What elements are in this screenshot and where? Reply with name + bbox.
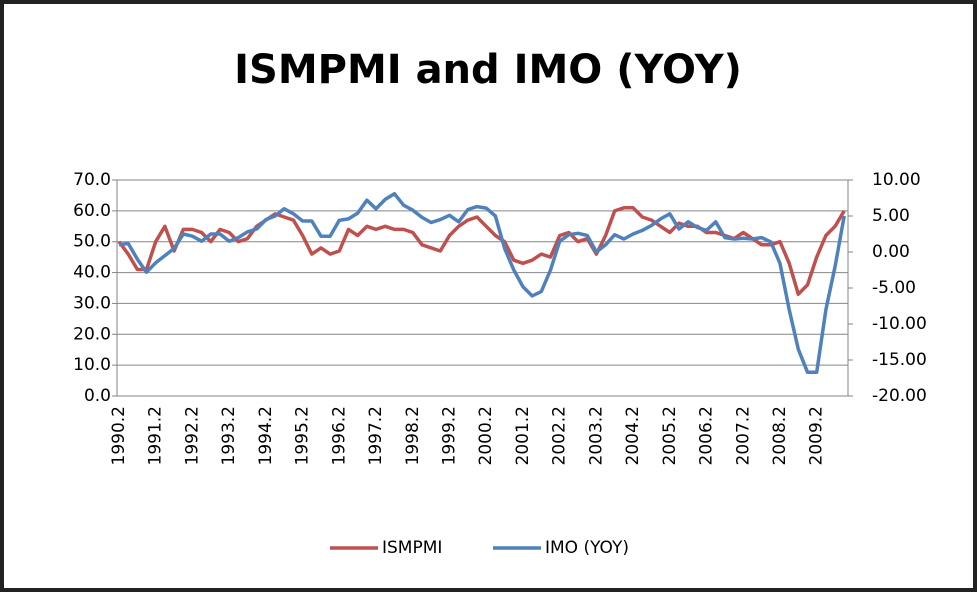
y2-tick-label: -10.00 bbox=[872, 314, 927, 334]
x-tick-label: 2009.2 bbox=[807, 406, 827, 465]
y-tick-label: 60.0 bbox=[73, 201, 111, 221]
x-tick-label: 2004.2 bbox=[623, 406, 643, 465]
y2-tick-label: -15.00 bbox=[872, 350, 927, 370]
x-tick-label: 1993.2 bbox=[219, 406, 239, 465]
x-tick-label: 2000.2 bbox=[476, 406, 496, 465]
y2-tick-label: 0.00 bbox=[872, 242, 910, 262]
y-tick-label: 0.0 bbox=[84, 386, 111, 406]
y2-tick-label: 10.00 bbox=[872, 170, 921, 190]
x-tick-label: 1991.2 bbox=[146, 406, 166, 465]
x-tick-label: 1994.2 bbox=[256, 406, 276, 465]
y-tick-label: 50.0 bbox=[73, 232, 111, 252]
x-tick-label: 1995.2 bbox=[293, 406, 313, 465]
x-tick-label: 1990.2 bbox=[109, 406, 129, 465]
y-tick-label: 70.0 bbox=[73, 170, 111, 190]
y-tick-label: 30.0 bbox=[73, 293, 111, 313]
x-tick-label: 2001.2 bbox=[513, 406, 533, 465]
chart-title: ISMPMI and IMO (YOY) bbox=[234, 47, 742, 93]
x-tick-label: 1998.2 bbox=[403, 406, 423, 465]
y-tick-label: 20.0 bbox=[73, 324, 111, 344]
x-tick-label: 2007.2 bbox=[733, 406, 753, 465]
x-tick-label: 1996.2 bbox=[329, 406, 349, 465]
y2-tick-label: -20.00 bbox=[872, 386, 927, 406]
x-tick-label: 1997.2 bbox=[366, 406, 386, 465]
y2-tick-label: 5.00 bbox=[872, 206, 910, 226]
y-tick-label: 10.0 bbox=[73, 355, 111, 375]
x-tick-label: 1992.2 bbox=[182, 406, 202, 465]
x-tick-label: 2003.2 bbox=[586, 406, 606, 465]
x-tick-label: 2008.2 bbox=[770, 406, 790, 465]
y2-tick-label: -5.00 bbox=[872, 278, 916, 298]
x-tick-label: 2006.2 bbox=[697, 406, 717, 465]
y-tick-label: 40.0 bbox=[73, 263, 111, 283]
series-line bbox=[118, 191, 846, 374]
x-tick-label: 1999.2 bbox=[439, 406, 459, 465]
legend-label: ISMPMI bbox=[382, 538, 442, 558]
x-tick-label: 2005.2 bbox=[660, 406, 680, 465]
legend-label: IMO (YOY) bbox=[545, 538, 629, 558]
x-tick-label: 2002.2 bbox=[550, 406, 570, 465]
